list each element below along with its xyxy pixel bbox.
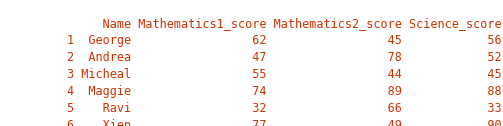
Text: Name Mathematics1_score Mathematics2_score Science_score
1  George              : Name Mathematics1_score Mathematics2_sco…	[67, 17, 501, 126]
